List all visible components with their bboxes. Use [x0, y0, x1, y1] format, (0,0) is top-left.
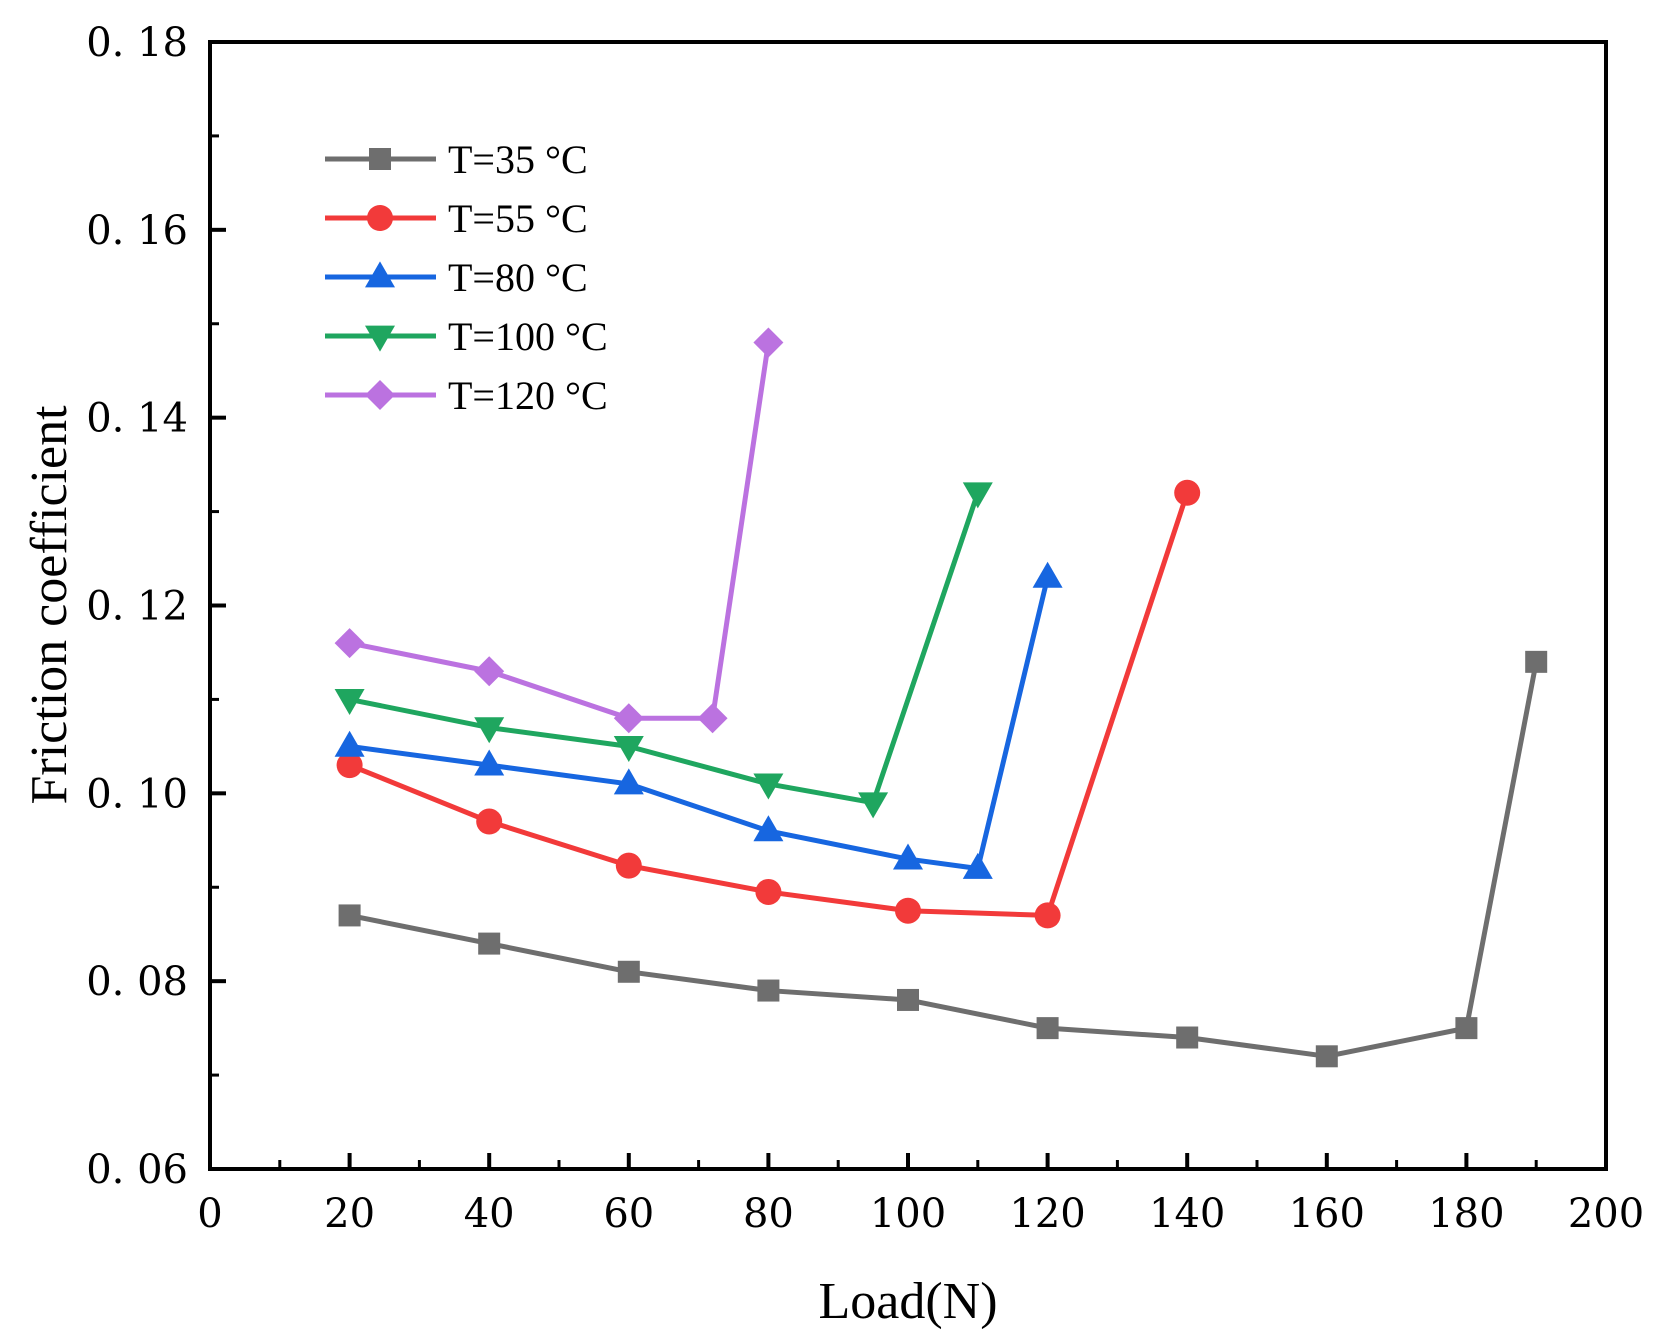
- legend: T=35 °C T=55 °C T=80 °C T=100 °C T=120 °C: [325, 137, 608, 418]
- legend-marker: [369, 148, 391, 170]
- data-point: [617, 960, 640, 983]
- legend-label: T=120 °C: [448, 373, 608, 418]
- y-tick-label: 0. 12: [86, 584, 188, 630]
- data-point: [897, 988, 919, 1011]
- legend-marker: [365, 380, 395, 410]
- data-point: [1032, 561, 1063, 588]
- data-point: [478, 932, 501, 955]
- y-tick-label: 0. 06: [86, 1147, 188, 1193]
- legend-marker: [367, 205, 393, 231]
- y-tick-label: 0. 14: [86, 396, 188, 442]
- data-point: [753, 773, 784, 800]
- data-point: [753, 327, 784, 358]
- data-point: [334, 689, 365, 716]
- data-point: [334, 730, 365, 757]
- x-tick-label: 180: [1428, 1191, 1504, 1237]
- y-tick-label: 0. 18: [86, 20, 188, 66]
- data-point: [697, 703, 728, 734]
- y-tick-label: 0. 08: [86, 959, 188, 1005]
- x-axis-title: Load(N): [818, 1273, 997, 1330]
- data-point: [1036, 1017, 1059, 1040]
- legend-entry: T=120 °C: [325, 373, 608, 418]
- x-tick-label: 200: [1568, 1191, 1644, 1237]
- legend-entry: T=55 °C: [325, 196, 588, 241]
- x-tick-label: 160: [1289, 1191, 1365, 1237]
- data-point: [1525, 650, 1548, 673]
- legend-entry: T=35 °C: [325, 137, 588, 182]
- data-point: [1315, 1045, 1338, 1068]
- data-point: [1455, 1017, 1478, 1040]
- data-point: [1174, 479, 1201, 506]
- legend-label: T=35 °C: [448, 137, 588, 182]
- data-point: [962, 852, 993, 879]
- x-tick-label: 0: [197, 1191, 222, 1237]
- data-point: [755, 878, 782, 905]
- series-1: [336, 479, 1201, 929]
- data-point: [613, 768, 644, 795]
- x-tick-label: 40: [464, 1191, 515, 1237]
- data-point: [613, 703, 644, 734]
- x-tick-label: 60: [603, 1191, 654, 1237]
- series-layer: [334, 327, 1548, 1068]
- series-line: [348, 492, 1190, 918]
- x-axis: 0 20 40 60 80 100 120 140 160 180 200: [197, 1153, 1644, 1237]
- x-tick-label: 140: [1149, 1191, 1225, 1237]
- data-point: [613, 735, 644, 762]
- data-point: [474, 717, 505, 744]
- y-axis: 0. 06 0. 08 0. 10 0. 12 0. 14 0. 16 0. 18: [86, 20, 226, 1193]
- data-point: [338, 904, 361, 927]
- x-tick-label: 80: [743, 1191, 794, 1237]
- legend-label: T=100 °C: [448, 314, 608, 359]
- series-line: [349, 491, 981, 806]
- data-point: [858, 792, 889, 819]
- series-line: [349, 661, 1539, 1059]
- data-point: [962, 482, 993, 509]
- data-point: [334, 628, 365, 659]
- data-point: [336, 752, 363, 779]
- data-point: [474, 656, 505, 687]
- data-point: [757, 979, 780, 1002]
- series-4: [334, 327, 784, 734]
- x-tick-label: 100: [870, 1191, 946, 1237]
- y-tick-label: 0. 16: [86, 208, 188, 254]
- x-tick-label: 20: [324, 1191, 375, 1237]
- data-point: [895, 897, 921, 924]
- y-axis-title: Friction coefficient: [21, 405, 78, 805]
- data-point: [753, 815, 784, 842]
- legend-label: T=80 °C: [448, 255, 588, 300]
- legend-marker: [365, 325, 395, 352]
- legend-entry: T=100 °C: [325, 314, 608, 359]
- legend-entry: T=80 °C: [325, 255, 588, 300]
- data-point: [474, 749, 505, 776]
- data-point: [1034, 902, 1061, 929]
- data-point: [476, 808, 503, 835]
- legend-marker: [365, 261, 395, 288]
- data-point: [893, 843, 923, 870]
- legend-label: T=55 °C: [448, 196, 588, 241]
- series-3: [334, 482, 993, 819]
- x-tick-label: 120: [1009, 1191, 1085, 1237]
- y-tick-label: 0. 10: [86, 771, 188, 817]
- series-0: [338, 650, 1548, 1068]
- data-point: [1176, 1026, 1199, 1049]
- data-point: [615, 852, 642, 879]
- series-2: [334, 561, 1063, 879]
